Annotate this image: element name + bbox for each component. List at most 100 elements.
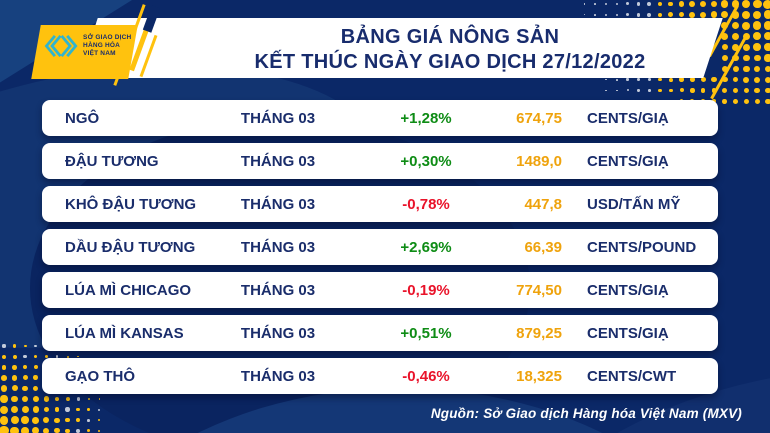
- halftone-dot: [32, 427, 40, 433]
- source-note: Nguồn: Sở Giao dịch Hàng hóa Việt Nam (M…: [430, 406, 742, 421]
- halftone-dot: [2, 344, 6, 348]
- halftone-dot: [626, 89, 629, 92]
- halftone-dot: [10, 426, 19, 433]
- halftone-dot: [13, 344, 17, 348]
- halftone-dot: [732, 76, 739, 83]
- price-unit: USD/TẤN MỸ: [587, 195, 681, 213]
- halftone-dot: [647, 78, 651, 82]
- contract-month: THÁNG 03: [240, 367, 316, 385]
- halftone-dot: [710, 0, 718, 8]
- price-unit: CENTS/CWT: [587, 367, 677, 385]
- halftone-dot: [605, 78, 607, 81]
- page-title: BẢNG GIÁ NÔNG SẢN KẾT THÚC NGÀY GIAO DỊC…: [170, 25, 730, 75]
- halftone-dot: [658, 88, 662, 92]
- halftone-dot: [23, 354, 28, 359]
- halftone-dot: [615, 89, 618, 92]
- halftone-dot: [98, 419, 101, 422]
- halftone-dot: [743, 54, 750, 62]
- price-value: 774,50: [516, 281, 562, 299]
- table-row: DẦU ĐẬU TƯƠNG THÁNG 03 +2,69% 66,39 CENT…: [42, 229, 718, 265]
- halftone-dot: [583, 3, 585, 5]
- halftone-dot: [626, 13, 630, 17]
- halftone-dot: [678, 12, 685, 18]
- change-percent: +1,28%: [400, 109, 452, 127]
- logo-text-line: HÀNG HÓA: [83, 42, 121, 49]
- halftone-dot: [743, 76, 750, 83]
- change-percent: -0,19%: [402, 281, 450, 299]
- halftone-dot: [594, 14, 596, 16]
- halftone-dot: [742, 0, 751, 9]
- table-row: GẠO THÔ THÁNG 03 -0,46% 18,325 CENTS/CWT: [42, 358, 718, 394]
- halftone-dot: [743, 98, 749, 104]
- price-unit: CENTS/GIẠ: [587, 324, 669, 342]
- halftone-dot: [753, 32, 762, 41]
- halftone-dot: [764, 65, 770, 73]
- halftone-dot: [764, 76, 770, 83]
- halftone-dot: [87, 429, 91, 433]
- halftone-dot: [34, 354, 38, 359]
- halftone-dot: [731, 21, 740, 30]
- halftone-dot: [76, 407, 80, 412]
- table-row: LÚA MÌ KANSAS THÁNG 03 +0,51% 879,25 CEN…: [42, 315, 718, 351]
- halftone-dot: [21, 416, 29, 424]
- table-row: ĐẬU TƯƠNG THÁNG 03 +0,30% 1489,0 CENTS/G…: [42, 143, 718, 179]
- mxv-logo: SỞ GIAO DỊCH HÀNG HÓA VIỆT NAM: [43, 33, 133, 59]
- halftone-dot: [11, 375, 18, 381]
- halftone-dot: [583, 14, 585, 16]
- halftone-dot: [21, 395, 29, 403]
- table-row: NGÔ THÁNG 03 +1,28% 674,75 CENTS/GIẠ: [42, 100, 718, 136]
- halftone-dot: [742, 10, 751, 19]
- halftone-dot: [733, 98, 739, 104]
- logo-text-line: VIỆT NAM: [83, 50, 116, 57]
- halftone-dot: [615, 78, 618, 81]
- halftone-dot: [0, 395, 8, 403]
- halftone-dot: [731, 32, 740, 41]
- halftone-dot: [669, 88, 673, 93]
- halftone-dot: [752, 10, 762, 20]
- halftone-dot: [22, 385, 29, 392]
- price-table: NGÔ THÁNG 03 +1,28% 674,75 CENTS/GIẠ ĐẬU…: [42, 100, 718, 401]
- commodity-name: GẠO THÔ: [65, 367, 135, 385]
- halftone-dot: [765, 98, 770, 104]
- halftone-dot: [605, 89, 607, 91]
- halftone-dot: [32, 406, 39, 413]
- halftone-dot: [87, 408, 91, 411]
- halftone-dot: [22, 364, 28, 370]
- halftone-dot: [0, 426, 9, 433]
- change-percent: +0,30%: [400, 152, 452, 170]
- halftone-dot: [753, 65, 761, 73]
- halftone-dot: [65, 417, 70, 423]
- halftone-dot: [658, 77, 662, 82]
- halftone-dot: [54, 428, 60, 433]
- halftone-dot: [763, 10, 770, 20]
- halftone-dot: [12, 354, 17, 359]
- halftone-dot: [626, 78, 629, 81]
- halftone-dot: [604, 2, 608, 6]
- halftone-dot: [33, 385, 39, 392]
- halftone-dot: [637, 78, 640, 81]
- halftone-dot: [637, 89, 640, 92]
- price-unit: CENTS/GIẠ: [587, 152, 669, 170]
- halftone-dot: [22, 375, 28, 381]
- halftone-dot: [764, 54, 770, 62]
- halftone-dot: [65, 428, 70, 433]
- halftone-dot: [54, 407, 60, 413]
- halftone-dot: [647, 12, 652, 17]
- mxv-chevrons-icon: [44, 34, 78, 58]
- halftone-dot: [615, 13, 619, 17]
- halftone-dot: [722, 87, 728, 93]
- commodity-name: ĐẬU TƯƠNG: [65, 152, 159, 170]
- commodity-name: LÚA MÌ CHICAGO: [65, 281, 192, 299]
- contract-month: THÁNG 03: [240, 152, 316, 170]
- halftone-dot: [23, 344, 27, 348]
- halftone-dot: [615, 2, 619, 6]
- halftone-dot: [647, 2, 652, 6]
- halftone-dot: [763, 21, 770, 30]
- halftone-dot: [33, 375, 39, 381]
- halftone-dot: [657, 1, 663, 7]
- contract-month: THÁNG 03: [240, 238, 316, 256]
- halftone-dot: [753, 21, 762, 30]
- contract-month: THÁNG 03: [240, 281, 316, 299]
- halftone-dot: [732, 87, 739, 94]
- halftone-dot: [636, 2, 641, 6]
